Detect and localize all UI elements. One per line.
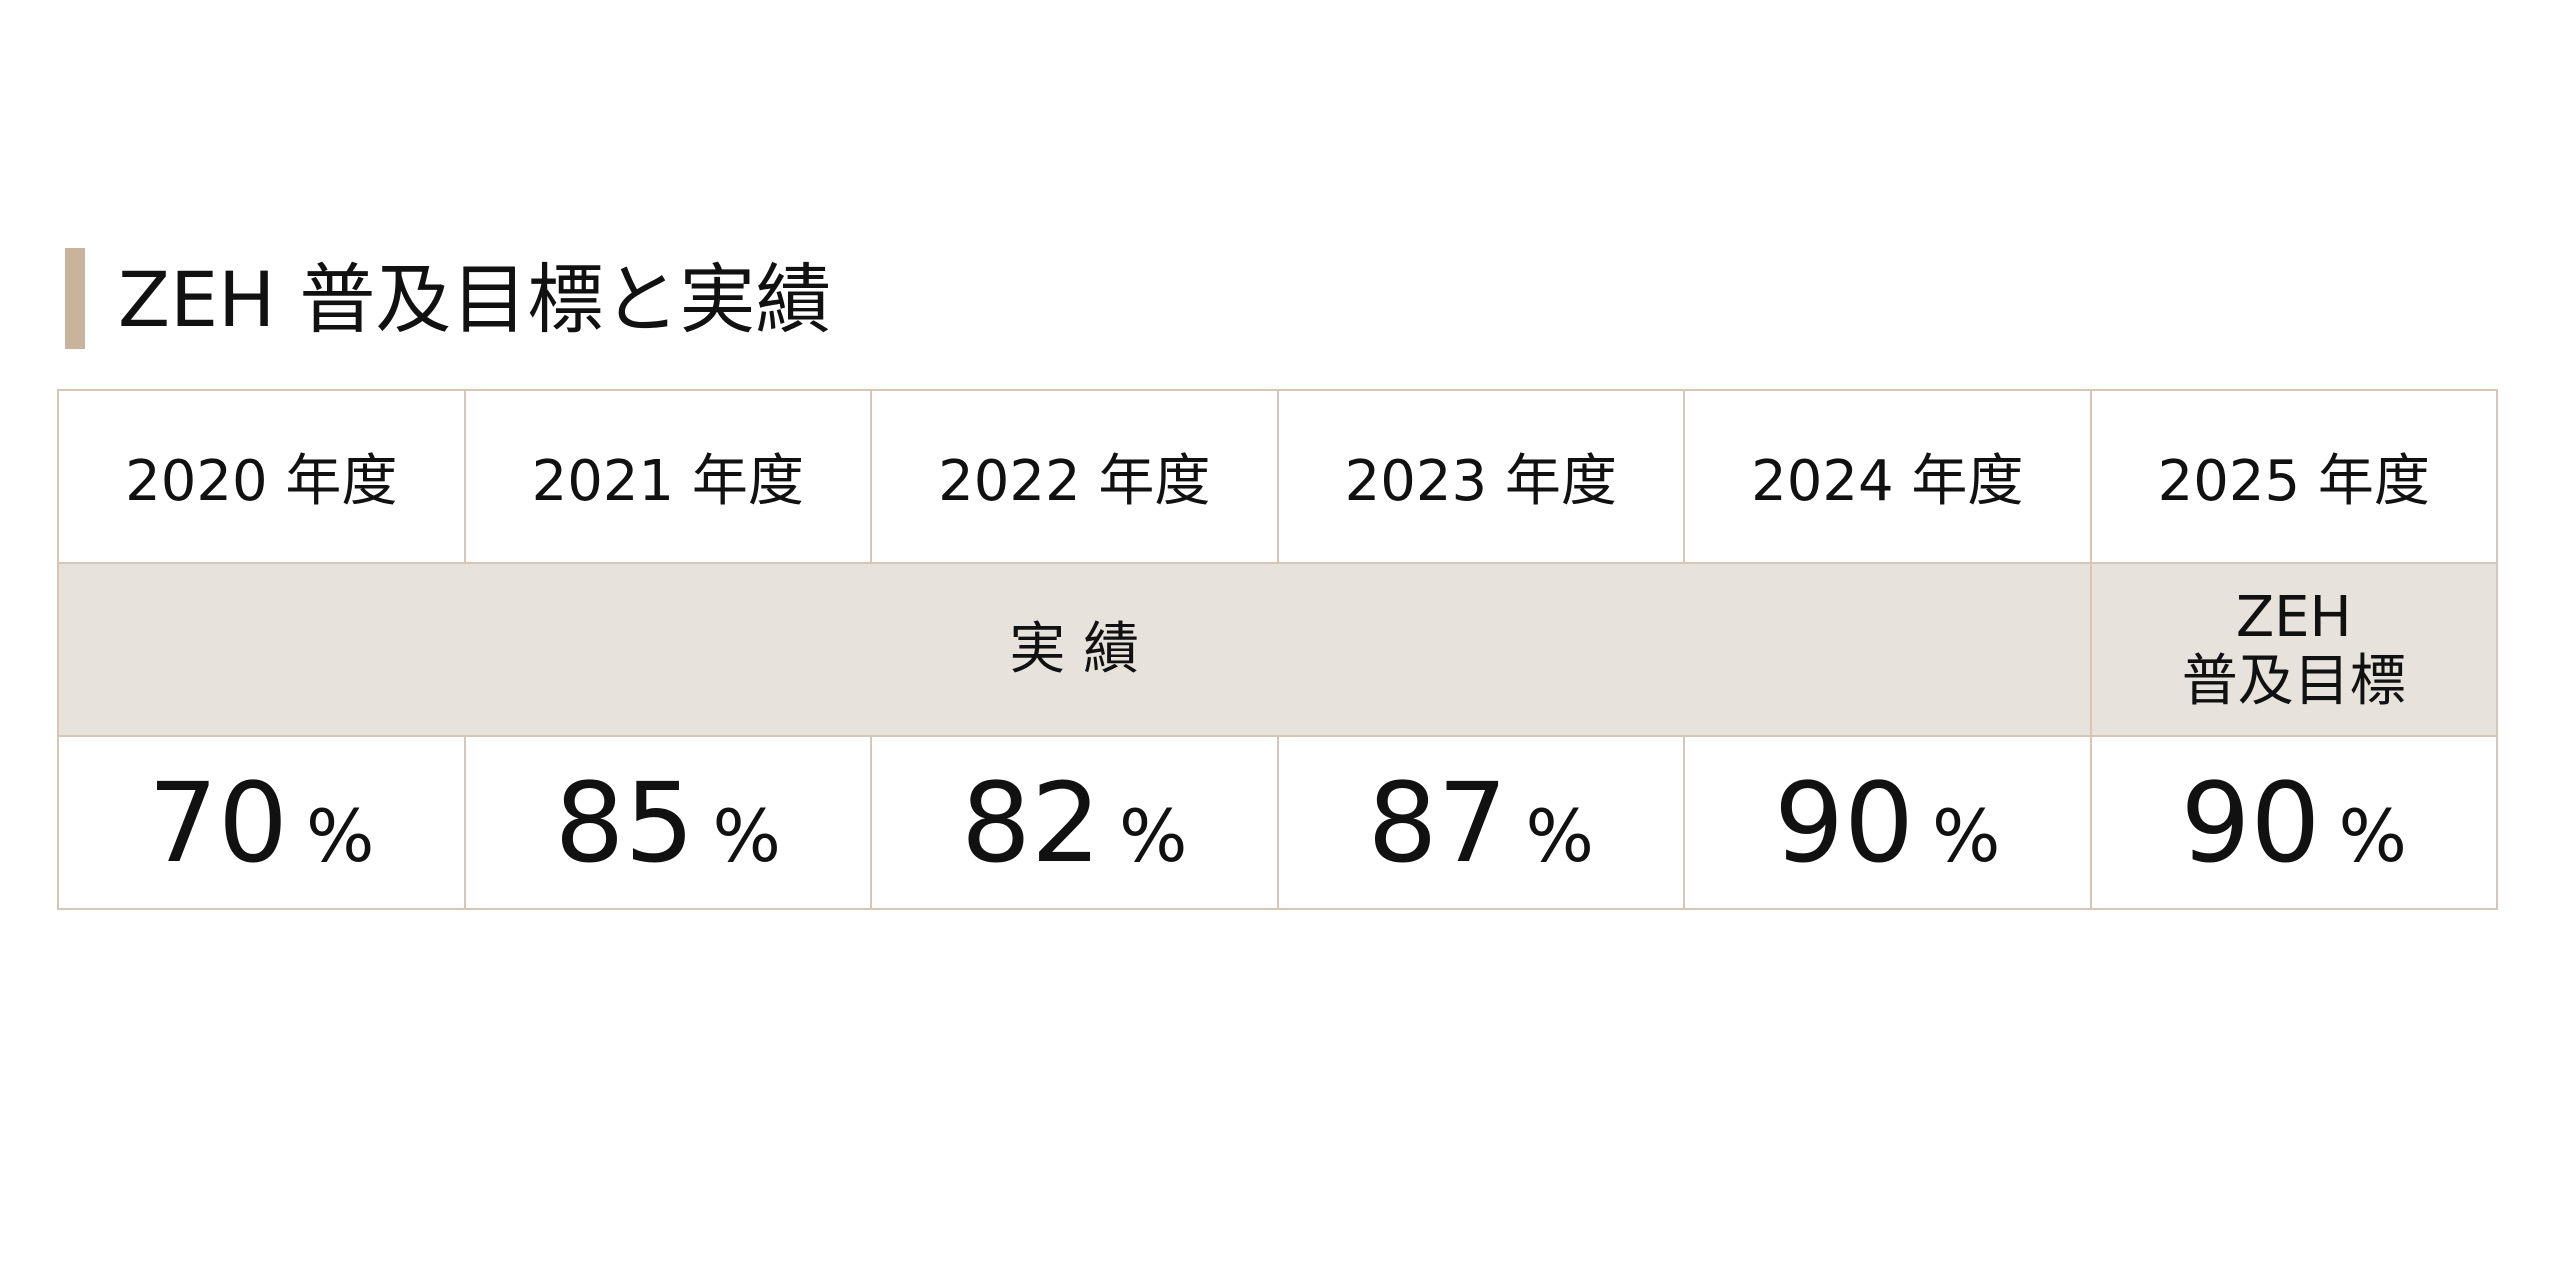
header-cell: 2024 年度 bbox=[1683, 389, 2092, 564]
value-cell: 85% bbox=[463, 735, 872, 910]
value: 82 bbox=[961, 758, 1102, 887]
header-row: 2020 年度 2021 年度 2022 年度 2023 年度 2024 年度 … bbox=[57, 389, 2498, 564]
header-cell: 2022 年度 bbox=[870, 389, 1279, 564]
unit: % bbox=[1525, 793, 1594, 878]
header-cell: 2021 年度 bbox=[463, 389, 872, 564]
title: ZEH 普及目標と実績 bbox=[118, 255, 832, 344]
group-row: 実 績 ZEH 普及目標 bbox=[57, 562, 2498, 737]
unit: % bbox=[1119, 793, 1188, 878]
unit: % bbox=[306, 793, 375, 878]
value: 70 bbox=[148, 758, 289, 887]
header-cell: 2025 年度 bbox=[2089, 389, 2498, 564]
target-line: ZEH bbox=[2235, 584, 2352, 650]
value-cell: 87% bbox=[1276, 735, 1685, 910]
value: 85 bbox=[554, 758, 695, 887]
value: 90 bbox=[1774, 758, 1915, 887]
table: 2020 年度 2021 年度 2022 年度 2023 年度 2024 年度 … bbox=[57, 389, 2498, 910]
unit: % bbox=[2338, 793, 2407, 878]
actual-cell: 実 績 bbox=[57, 562, 2092, 737]
header-cell: 2023 年度 bbox=[1276, 389, 1685, 564]
value-cell: 90% bbox=[1683, 735, 2092, 910]
target-line: 普及目標 bbox=[2181, 648, 2406, 714]
value-cell: 70% bbox=[57, 735, 466, 910]
target-cell: ZEH 普及目標 bbox=[2089, 562, 2498, 737]
unit: % bbox=[712, 793, 781, 878]
header-cell: 2020 年度 bbox=[57, 389, 466, 564]
value-cell: 90% bbox=[2089, 735, 2498, 910]
value-row: 70% 85% 82% 87% 90% 90% bbox=[57, 735, 2498, 910]
unit: % bbox=[1932, 793, 2001, 878]
value-cell: 82% bbox=[870, 735, 1279, 910]
value: 90 bbox=[2180, 758, 2321, 887]
value: 87 bbox=[1367, 758, 1508, 887]
title-accent bbox=[65, 248, 85, 349]
